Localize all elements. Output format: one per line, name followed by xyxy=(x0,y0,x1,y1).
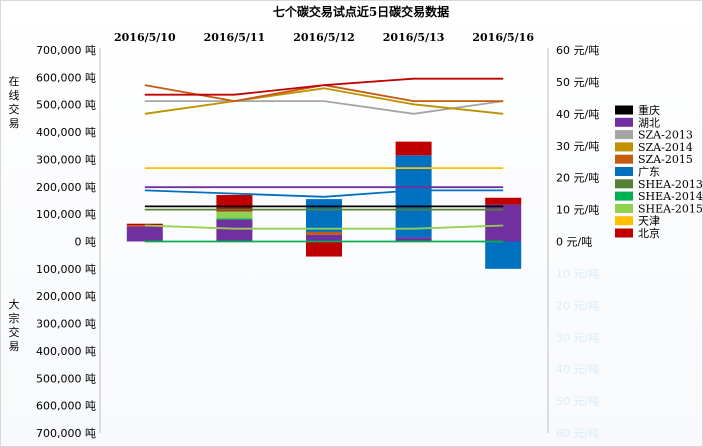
bar-广东-2016/5/13 xyxy=(395,155,432,238)
legend: 重庆湖北SZA-2013SZA-2014SZA-2015广东SHEA-2013S… xyxy=(615,103,703,240)
left-tick-label: 700,000 吨 xyxy=(36,427,96,440)
right-tick-label: 20 元/吨 xyxy=(556,299,599,312)
left-tick-label: 300,000 吨 xyxy=(36,318,96,331)
bar-湖北-2016/5/10 xyxy=(126,226,163,242)
bar-北京-2016/5/13 xyxy=(395,141,432,156)
bar-广东-2016/5/16 xyxy=(485,241,522,269)
left-tick-label: 400,000 吨 xyxy=(36,345,96,358)
axis-tick-layer: 700,000 吨 600,000 吨 500,000 吨 400,000 吨 300,… xyxy=(36,44,599,440)
price-line-SZA-2014 xyxy=(144,87,504,115)
legend-label: SZA-2013 xyxy=(638,129,693,142)
category-label: 2016/5/10 xyxy=(114,31,176,44)
bulk-trading-label: 交 xyxy=(9,325,20,339)
category-label: 2016/5/13 xyxy=(383,31,445,44)
bar-北京-2016/5/10 xyxy=(126,223,163,226)
left-tick-label: 300,000 吨 xyxy=(36,153,96,166)
online-trading-label: 易 xyxy=(9,117,20,130)
online-trading-label: 交 xyxy=(9,102,20,116)
bar-SHEA-2014-2016/5/11 xyxy=(216,218,253,220)
legend-swatch xyxy=(615,142,633,152)
left-tick-label: 600,000 吨 xyxy=(36,400,96,413)
legend-swatch xyxy=(615,154,633,164)
left-tick-label: 700,000 吨 xyxy=(36,44,96,57)
category-label: 2016/5/16 xyxy=(472,31,534,44)
right-tick-label: 60 元/吨 xyxy=(556,44,599,57)
right-tick-label: 30 元/吨 xyxy=(556,331,599,344)
chart-title: 七个碳交易试点近5日碳交易数据 xyxy=(273,4,449,19)
legend-swatch xyxy=(615,228,633,238)
bar-湖北-2016/5/16 xyxy=(485,204,522,242)
right-tick-label: 40 元/吨 xyxy=(556,108,599,121)
price-line-layer xyxy=(144,77,504,243)
category-label: 2016/5/12 xyxy=(293,31,355,44)
legend-label: 湖北 xyxy=(638,116,660,129)
bar-湖北-2016/5/11 xyxy=(216,219,253,242)
right-tick-label: 40 元/吨 xyxy=(556,363,599,376)
bar-SHEA-2015-2016/5/11 xyxy=(216,211,253,219)
left-tick-label: 0 吨 xyxy=(75,236,97,249)
legend-label: SZA-2014 xyxy=(638,141,693,154)
price-line-SZA-2013 xyxy=(144,100,504,115)
online-trading-label: 在 xyxy=(9,75,20,88)
right-tick-label: 0 元/吨 xyxy=(556,236,592,249)
bar-北京-2016/5/11 xyxy=(216,194,253,212)
left-tick-label: 100,000 吨 xyxy=(36,208,96,221)
plot-area xyxy=(99,48,549,433)
price-line-广东 xyxy=(144,189,504,198)
legend-label: SHEA-2014 xyxy=(638,190,703,203)
legend-label: SZA-2015 xyxy=(638,153,693,166)
right-tick-label: 10 元/吨 xyxy=(556,267,599,280)
legend-swatch xyxy=(615,167,633,176)
legend-label: SHEA-2015 xyxy=(638,202,703,215)
legend-swatch xyxy=(615,117,633,127)
bar-北京-2016/5/16 xyxy=(485,197,522,205)
left-tick-label: 400,000 吨 xyxy=(36,126,96,139)
right-tick-label: 30 元/吨 xyxy=(556,140,599,153)
bar-湖北-2016/5/13 xyxy=(395,237,432,242)
legend-label: 天津 xyxy=(638,215,660,228)
price-line-SHEA-2015 xyxy=(144,224,504,230)
category-label: 2016/5/11 xyxy=(204,31,266,44)
legend-swatch xyxy=(615,105,633,115)
legend-label: 北京 xyxy=(638,226,660,240)
legend-swatch xyxy=(615,203,633,213)
category-labels: 2016/5/10 2016/5/11 2016/5/12 2016/5/13 2016… xyxy=(114,31,534,44)
left-tick-label: 600,000 吨 xyxy=(36,71,96,84)
bar-湖北-2016/5/12 xyxy=(306,234,342,242)
bar-广东-2016/5/12 xyxy=(306,199,342,232)
legend-swatch xyxy=(615,191,633,201)
right-tick-label: 20 元/吨 xyxy=(556,172,599,185)
right-tick-label: 10 元/吨 xyxy=(556,204,599,217)
left-tick-label: 100,000 吨 xyxy=(36,263,96,276)
bulk-trading-label: 大 xyxy=(9,297,20,311)
legend-label: 重庆 xyxy=(638,103,660,117)
legend-label: SHEA-2013 xyxy=(638,178,703,191)
bulk-trading-label: 易 xyxy=(9,340,20,353)
bar-北京-2016/5/12 xyxy=(306,241,342,257)
legend-label: 广东 xyxy=(638,166,660,179)
bar-SZA-2015-2016/5/12 xyxy=(306,231,342,235)
bulk-trading-label: 宗 xyxy=(9,311,20,325)
online-trading-label: 线 xyxy=(9,88,20,102)
bar-layer xyxy=(126,141,522,269)
left-tick-label: 500,000 吨 xyxy=(36,372,96,385)
legend-swatch xyxy=(615,130,633,140)
left-tick-label: 200,000 吨 xyxy=(36,290,96,303)
legend-swatch xyxy=(615,216,633,226)
left-tick-label: 200,000 吨 xyxy=(36,181,96,194)
left-tick-label: 500,000 吨 xyxy=(36,99,96,112)
right-tick-label: 50 元/吨 xyxy=(556,76,599,89)
legend-swatch xyxy=(615,179,633,189)
right-tick-label: 50 元/吨 xyxy=(556,395,599,408)
price-line-北京 xyxy=(144,77,504,96)
right-tick-label: 60 元/吨 xyxy=(556,427,599,440)
